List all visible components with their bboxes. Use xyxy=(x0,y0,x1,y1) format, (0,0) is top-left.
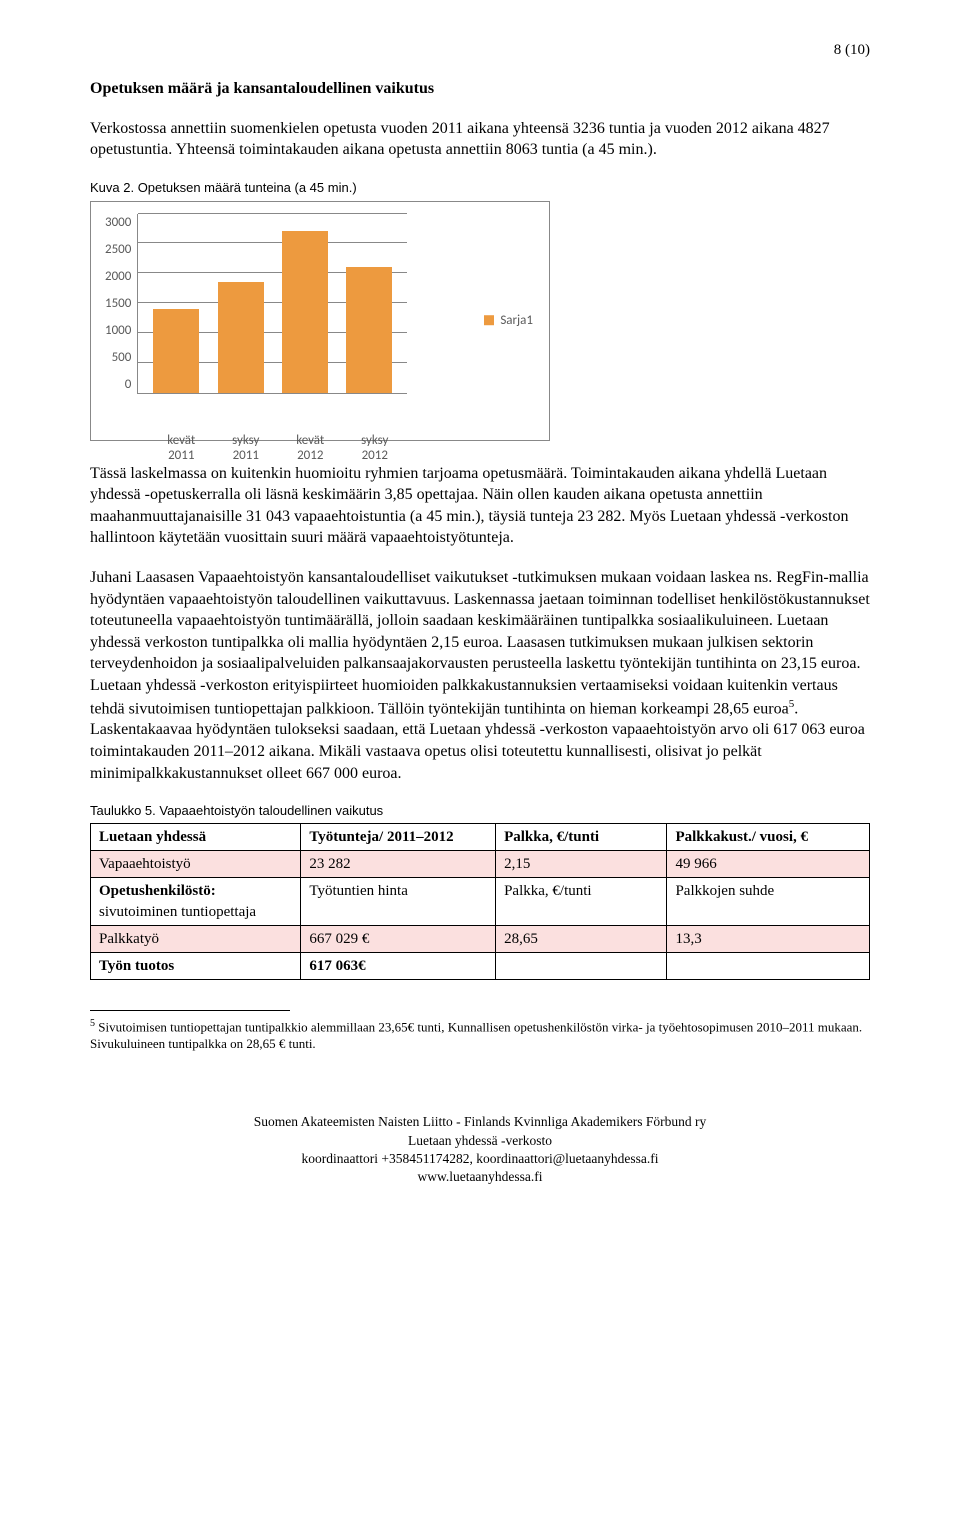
footer-line-4: www.luetaanyhdessa.fi xyxy=(90,1168,870,1186)
table-cell xyxy=(496,953,667,980)
table-cell: Työtunteja/ 2011–2012 xyxy=(301,823,496,850)
bar xyxy=(218,282,264,392)
table-cell: 49 966 xyxy=(667,851,870,878)
y-tick-label: 2000 xyxy=(105,268,131,286)
table-row: Opetushenkilöstö: sivutoiminen tuntiopet… xyxy=(91,878,870,926)
table-cell: Palkkojen suhde xyxy=(667,878,870,926)
table-cell: Työn tuotos xyxy=(91,953,301,980)
table-row: Palkkatyö667 029 €28,6513,3 xyxy=(91,925,870,952)
footnote: 5 Sivutoimisen tuntiopettajan tuntipalkk… xyxy=(90,1017,870,1053)
data-table: Luetaan yhdessäTyötunteja/ 2011–2012Palk… xyxy=(90,823,870,981)
chart-caption: Kuva 2. Opetuksen määrä tunteina (a 45 m… xyxy=(90,179,870,197)
table-cell: Luetaan yhdessä xyxy=(91,823,301,850)
section-title: Opetuksen määrä ja kansantaloudellinen v… xyxy=(90,78,870,100)
page-number: 8 (10) xyxy=(90,40,870,60)
bar xyxy=(282,231,328,392)
table-cell: Vapaaehtoistyö xyxy=(91,851,301,878)
x-tick-label: kevät2011 xyxy=(158,434,204,464)
bar xyxy=(346,267,392,392)
x-tick-label: syksy2012 xyxy=(352,434,398,464)
y-tick-label: 500 xyxy=(105,349,131,367)
table-cell: 13,3 xyxy=(667,925,870,952)
table-cell: Opetushenkilöstö: sivutoiminen tuntiopet… xyxy=(91,878,301,926)
table-cell: 28,65 xyxy=(496,925,667,952)
footer-line-2: Luetaan yhdessä -verkosto xyxy=(90,1132,870,1150)
table-row: Vapaaehtoistyö23 2822,1549 966 xyxy=(91,851,870,878)
page-footer: Suomen Akateemisten Naisten Liitto - Fin… xyxy=(90,1113,870,1186)
paragraph-2: Tässä laskelmassa on kuitenkin huomioitu… xyxy=(90,463,870,549)
x-tick-label: syksy2011 xyxy=(223,434,269,464)
table-row: Luetaan yhdessäTyötunteja/ 2011–2012Palk… xyxy=(91,823,870,850)
table-cell: 23 282 xyxy=(301,851,496,878)
legend-label: Sarja1 xyxy=(500,312,533,330)
table-cell: Palkka, €/tunti xyxy=(496,878,667,926)
table-cell: Palkka, €/tunti xyxy=(496,823,667,850)
y-tick-label: 1500 xyxy=(105,295,131,313)
bar-chart: 300025002000150010005000kevät2011syksy20… xyxy=(90,201,550,441)
paragraph-1: Verkostossa annettiin suomenkielen opetu… xyxy=(90,118,870,161)
footnote-separator xyxy=(90,1010,290,1011)
footer-line-3: koordinaattori +358451174282, koordinaat… xyxy=(90,1150,870,1168)
y-tick-label: 3000 xyxy=(105,214,131,232)
paragraph-3: Juhani Laasasen Vapaaehtoistyön kansanta… xyxy=(90,567,870,784)
footnote-text: Sivutoimisen tuntiopettajan tuntipalkkio… xyxy=(90,1020,862,1052)
table-cell: 667 029 € xyxy=(301,925,496,952)
legend-swatch xyxy=(484,316,494,326)
table-row: Työn tuotos617 063€ xyxy=(91,953,870,980)
table-cell: 2,15 xyxy=(496,851,667,878)
table-cell: Palkkatyö xyxy=(91,925,301,952)
table-cell: Palkkakust./ vuosi, € xyxy=(667,823,870,850)
table-caption: Taulukko 5. Vapaaehtoistyön taloudelline… xyxy=(90,802,870,820)
footer-line-1: Suomen Akateemisten Naisten Liitto - Fin… xyxy=(90,1113,870,1131)
paragraph-3a: Juhani Laasasen Vapaaehtoistyön kansanta… xyxy=(90,569,870,717)
y-tick-label: 1000 xyxy=(105,322,131,340)
y-tick-label: 0 xyxy=(105,376,131,394)
table-cell xyxy=(667,953,870,980)
table-cell: 617 063€ xyxy=(301,953,496,980)
y-tick-label: 2500 xyxy=(105,241,131,259)
table-cell: Työtuntien hinta xyxy=(301,878,496,926)
bar xyxy=(153,309,199,393)
x-tick-label: kevät2012 xyxy=(287,434,333,464)
chart-legend: Sarja1 xyxy=(484,312,533,330)
